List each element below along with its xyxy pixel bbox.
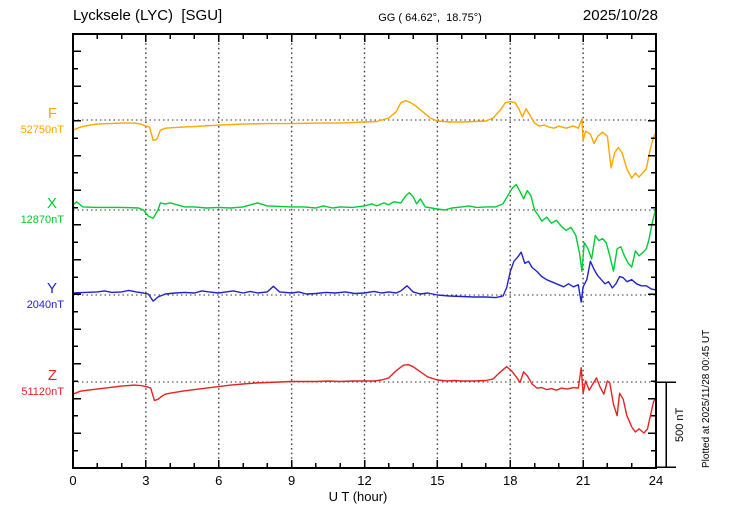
- channel-letter-Z: Z: [48, 367, 57, 384]
- x-tick-label: 9: [288, 473, 295, 488]
- geographic-coords: GG ( 64.62°, 18.75°): [378, 12, 482, 24]
- plot-date: 2025/10/28: [582, 7, 658, 24]
- x-tick-label: 6: [215, 473, 222, 488]
- x-tick-label: 15: [430, 473, 444, 488]
- channel-value-X: 12870nT: [21, 214, 65, 226]
- x-tick-label: 24: [649, 473, 663, 488]
- channel-letter-X: X: [47, 195, 57, 212]
- plotted-at-note: Plotted at 2025/11/28 00:45 UT: [701, 329, 712, 468]
- x-axis-title: U T (hour): [328, 489, 388, 504]
- channel-letter-F: F: [48, 105, 57, 122]
- channel-value-Z: 51120nT: [21, 386, 64, 398]
- channel-value-F: 52750nT: [21, 124, 65, 136]
- trace-F: [72, 99, 657, 179]
- trace-Y: [72, 251, 657, 303]
- x-tick-label: 12: [357, 473, 371, 488]
- channel-value-Y: 2040nT: [27, 299, 65, 311]
- x-tick-label: 21: [576, 473, 590, 488]
- trace-X: [72, 183, 657, 272]
- x-tick-label: 3: [142, 473, 149, 488]
- x-tick-label: 0: [69, 473, 76, 488]
- channel-letter-Y: Y: [47, 280, 57, 297]
- trace-Z: [72, 364, 657, 434]
- station-title: Lycksele (LYC) [SGU]: [73, 7, 223, 24]
- scale-bar-label: 500 nT: [674, 407, 686, 443]
- x-tick-label: 18: [503, 473, 517, 488]
